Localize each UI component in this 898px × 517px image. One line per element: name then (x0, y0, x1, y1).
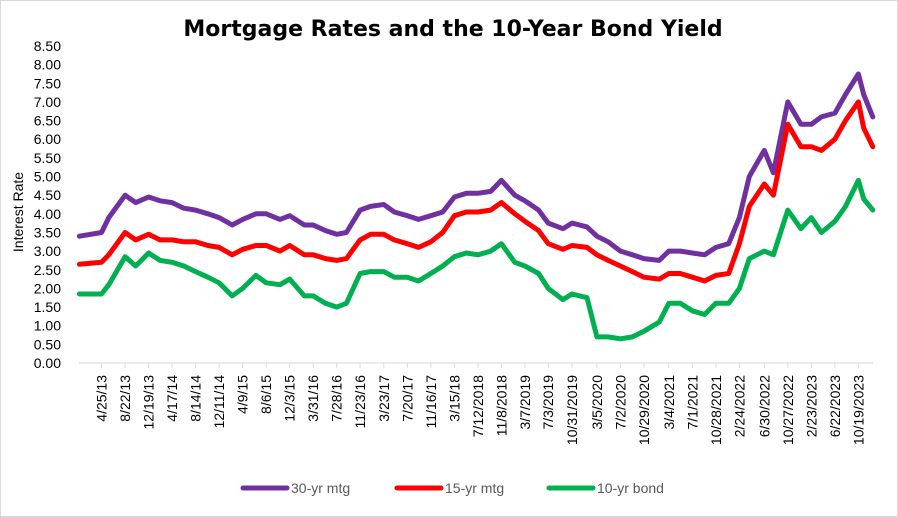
x-tick-label: 3/23/17 (376, 375, 392, 422)
y-tick-label: 7.00 (34, 94, 61, 110)
x-tick-label: 3/15/18 (446, 375, 462, 422)
legend: 30-yr mtg 15-yr mtg 10-yr bond (240, 480, 664, 496)
series-line-15-yr-mtg (76, 99, 876, 284)
x-tick-label: 7/28/16 (329, 375, 345, 422)
x-tick-label: 4/9/15 (235, 375, 251, 414)
x-tick-label: 10/31/2019 (564, 375, 580, 445)
x-tick-label: 10/27/2022 (780, 375, 796, 445)
x-tick-label: 7/1/2021 (684, 375, 700, 430)
y-tick-label: 3.00 (34, 243, 61, 259)
x-tick-label: 8/22/13 (117, 375, 133, 422)
series-lines (76, 71, 876, 342)
legend-label: 10-yr bond (597, 480, 664, 496)
series-line-30-yr-mtg (76, 71, 876, 263)
y-tick-label: 2.00 (34, 280, 61, 296)
legend-label: 30-yr mtg (291, 480, 350, 496)
y-tick-label: 5.50 (34, 150, 61, 166)
y-tick-label: 1.50 (34, 299, 61, 315)
x-tick-label: 3/5/2020 (589, 375, 605, 430)
x-tick-label: 6/30/2022 (756, 375, 772, 437)
x-tick-label: 2/23/2023 (803, 375, 819, 437)
y-tick-label: 6.00 (34, 131, 61, 147)
y-tick-label: 2.50 (34, 262, 61, 278)
x-tick-label: 7/12/2018 (470, 375, 486, 437)
x-tick-label: 10/28/2021 (708, 375, 724, 445)
x-tick-label: 3/31/16 (305, 375, 321, 422)
y-tick-label: 8.00 (34, 57, 61, 73)
y-tick-label: 4.00 (34, 206, 61, 222)
y-tick-label: 8.50 (34, 38, 61, 54)
x-tick-label: 12/3/15 (282, 375, 298, 422)
y-tick-label: 0.00 (34, 355, 61, 371)
y-tick-label: 3.50 (34, 224, 61, 240)
x-tick-label: 12/19/13 (141, 375, 157, 430)
x-tick-label: 7/2/2020 (612, 375, 628, 430)
y-tick-label: 7.50 (34, 75, 61, 91)
x-tick-label: 7/3/2019 (540, 375, 556, 430)
y-axis-label: Interest Rate (10, 172, 26, 252)
x-tick-label: 8/6/15 (258, 375, 274, 414)
y-axis-ticks: 0.00 0.50 1.00 1.50 2.00 2.50 3.00 3.50 4.00 4.50… (34, 38, 61, 371)
x-tick-label: 7/20/17 (399, 375, 415, 422)
x-tick-label: 3/4/2021 (661, 375, 677, 430)
x-tick-label: 4/17/14 (164, 375, 180, 422)
x-tick-label: 10/29/2020 (636, 375, 652, 445)
legend-label: 15-yr mtg (445, 480, 504, 496)
x-tick-label: 3/7/2019 (517, 375, 533, 430)
x-tick-label: 10/19/2023 (850, 375, 866, 445)
y-tick-label: 1.00 (34, 318, 61, 334)
y-tick-label: 6.50 (34, 113, 61, 129)
y-tick-label: 5.00 (34, 169, 61, 185)
x-tick-label: 4/25/13 (94, 375, 110, 422)
x-axis-ticks: 4/25/13 8/22/13 12/19/13 4/17/14 8/14/14 12/1… (94, 363, 866, 445)
x-tick-label: 11/23/16 (352, 375, 368, 429)
x-tick-label: 6/22/2023 (827, 375, 843, 437)
x-tick-label: 11/8/2018 (493, 375, 509, 436)
x-tick-label: 2/24/2022 (731, 375, 747, 437)
x-tick-label: 11/16/17 (423, 375, 439, 429)
x-tick-label: 8/14/14 (188, 375, 204, 422)
y-tick-label: 0.50 (34, 336, 61, 352)
y-tick-label: 4.50 (34, 187, 61, 203)
series-line-10-yr-bond (76, 177, 876, 342)
chart-title: Mortgage Rates and the 10-Year Bond Yiel… (183, 17, 722, 42)
x-tick-label: 12/11/14 (211, 375, 227, 429)
